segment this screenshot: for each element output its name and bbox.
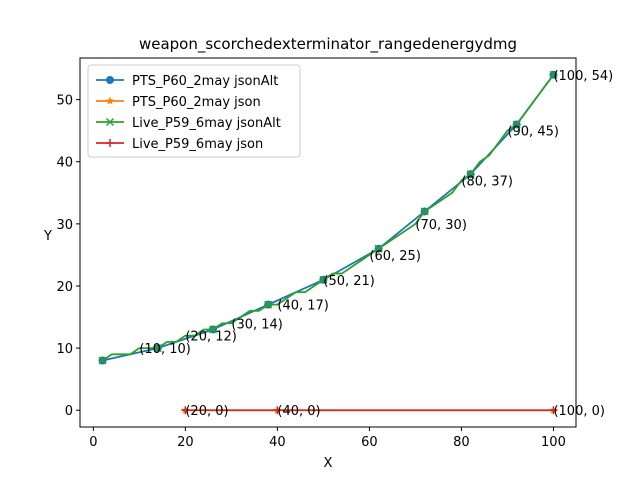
legend: PTS_P60_2may jsonAlt PTS_P60_2may json Liv… <box>87 64 301 158</box>
legend-label: Live_P59_6may jsonAlt <box>132 116 281 131</box>
data-point <box>181 406 190 415</box>
x-axis-label: X <box>324 456 333 471</box>
y-tick-label: 30 <box>56 218 73 233</box>
x-tick-label: 100 <box>541 435 566 450</box>
point-annotation: (10, 10) <box>139 342 191 357</box>
data-point <box>264 300 273 309</box>
legend-label: PTS_P60_2may jsonAlt <box>132 74 278 89</box>
legend-marker <box>105 96 115 105</box>
y-tick-label: 40 <box>56 156 73 171</box>
point-annotation: (90, 45) <box>507 125 559 140</box>
y-tick-label: 50 <box>56 94 73 109</box>
data-point <box>208 325 218 334</box>
data-point <box>420 207 429 216</box>
data-point <box>549 70 558 79</box>
y-tick-label: 10 <box>56 342 73 357</box>
point-annotation: (80, 37) <box>461 174 512 189</box>
x-tick-label: 20 <box>177 435 194 450</box>
point-annotation: (30, 14) <box>231 317 283 332</box>
point-annotation: (20, 12) <box>185 330 237 345</box>
axes-frame <box>79 57 577 428</box>
data-point <box>153 344 162 353</box>
data-point <box>512 120 521 129</box>
series-3 <box>98 70 558 365</box>
x-tick-label: 40 <box>269 435 286 450</box>
data-point <box>273 406 282 415</box>
legend-marker <box>106 139 114 147</box>
point-annotation: (100, 0) <box>553 404 605 419</box>
data-point <box>319 275 328 284</box>
axis-ticks: 0 20 40 60 80 100 0 10 20 30 40 50 <box>56 94 565 450</box>
legend-marker <box>106 76 114 84</box>
series-line <box>102 74 555 362</box>
data-point <box>549 406 558 415</box>
point-annotation: (60, 25) <box>369 249 421 264</box>
data-point <box>466 170 475 179</box>
y-axis-label: Y <box>43 229 52 244</box>
point-annotation: (50, 21) <box>323 274 375 289</box>
legend-box <box>87 64 301 158</box>
point-annotation: (100, 54) <box>553 69 613 84</box>
annotations: (10, 10)(20, 12)(30, 14) (40, 17) (50, 21)… <box>139 69 613 419</box>
y-tick-label: 0 <box>65 404 73 419</box>
x-tick-label: 0 <box>89 435 97 450</box>
x-tick-label: 80 <box>453 435 470 450</box>
chart-title: weapon_scorchedexterminator_rangedenergy… <box>139 35 517 54</box>
legend-marker <box>105 117 115 127</box>
point-annotation: (40, 17) <box>277 299 329 314</box>
point-annotation: (20, 0) <box>185 404 228 419</box>
y-tick-label: 20 <box>56 280 73 295</box>
legend-label: Live_P59_6may json <box>132 137 263 152</box>
x-tick-label: 60 <box>361 435 378 450</box>
data-point <box>374 244 383 253</box>
legend-label: PTS_P60_2may json <box>132 95 261 110</box>
data-point <box>98 356 107 365</box>
point-annotation: (40, 0) <box>277 404 320 419</box>
series-4 <box>181 406 558 415</box>
point-annotation: (70, 30) <box>415 218 467 233</box>
